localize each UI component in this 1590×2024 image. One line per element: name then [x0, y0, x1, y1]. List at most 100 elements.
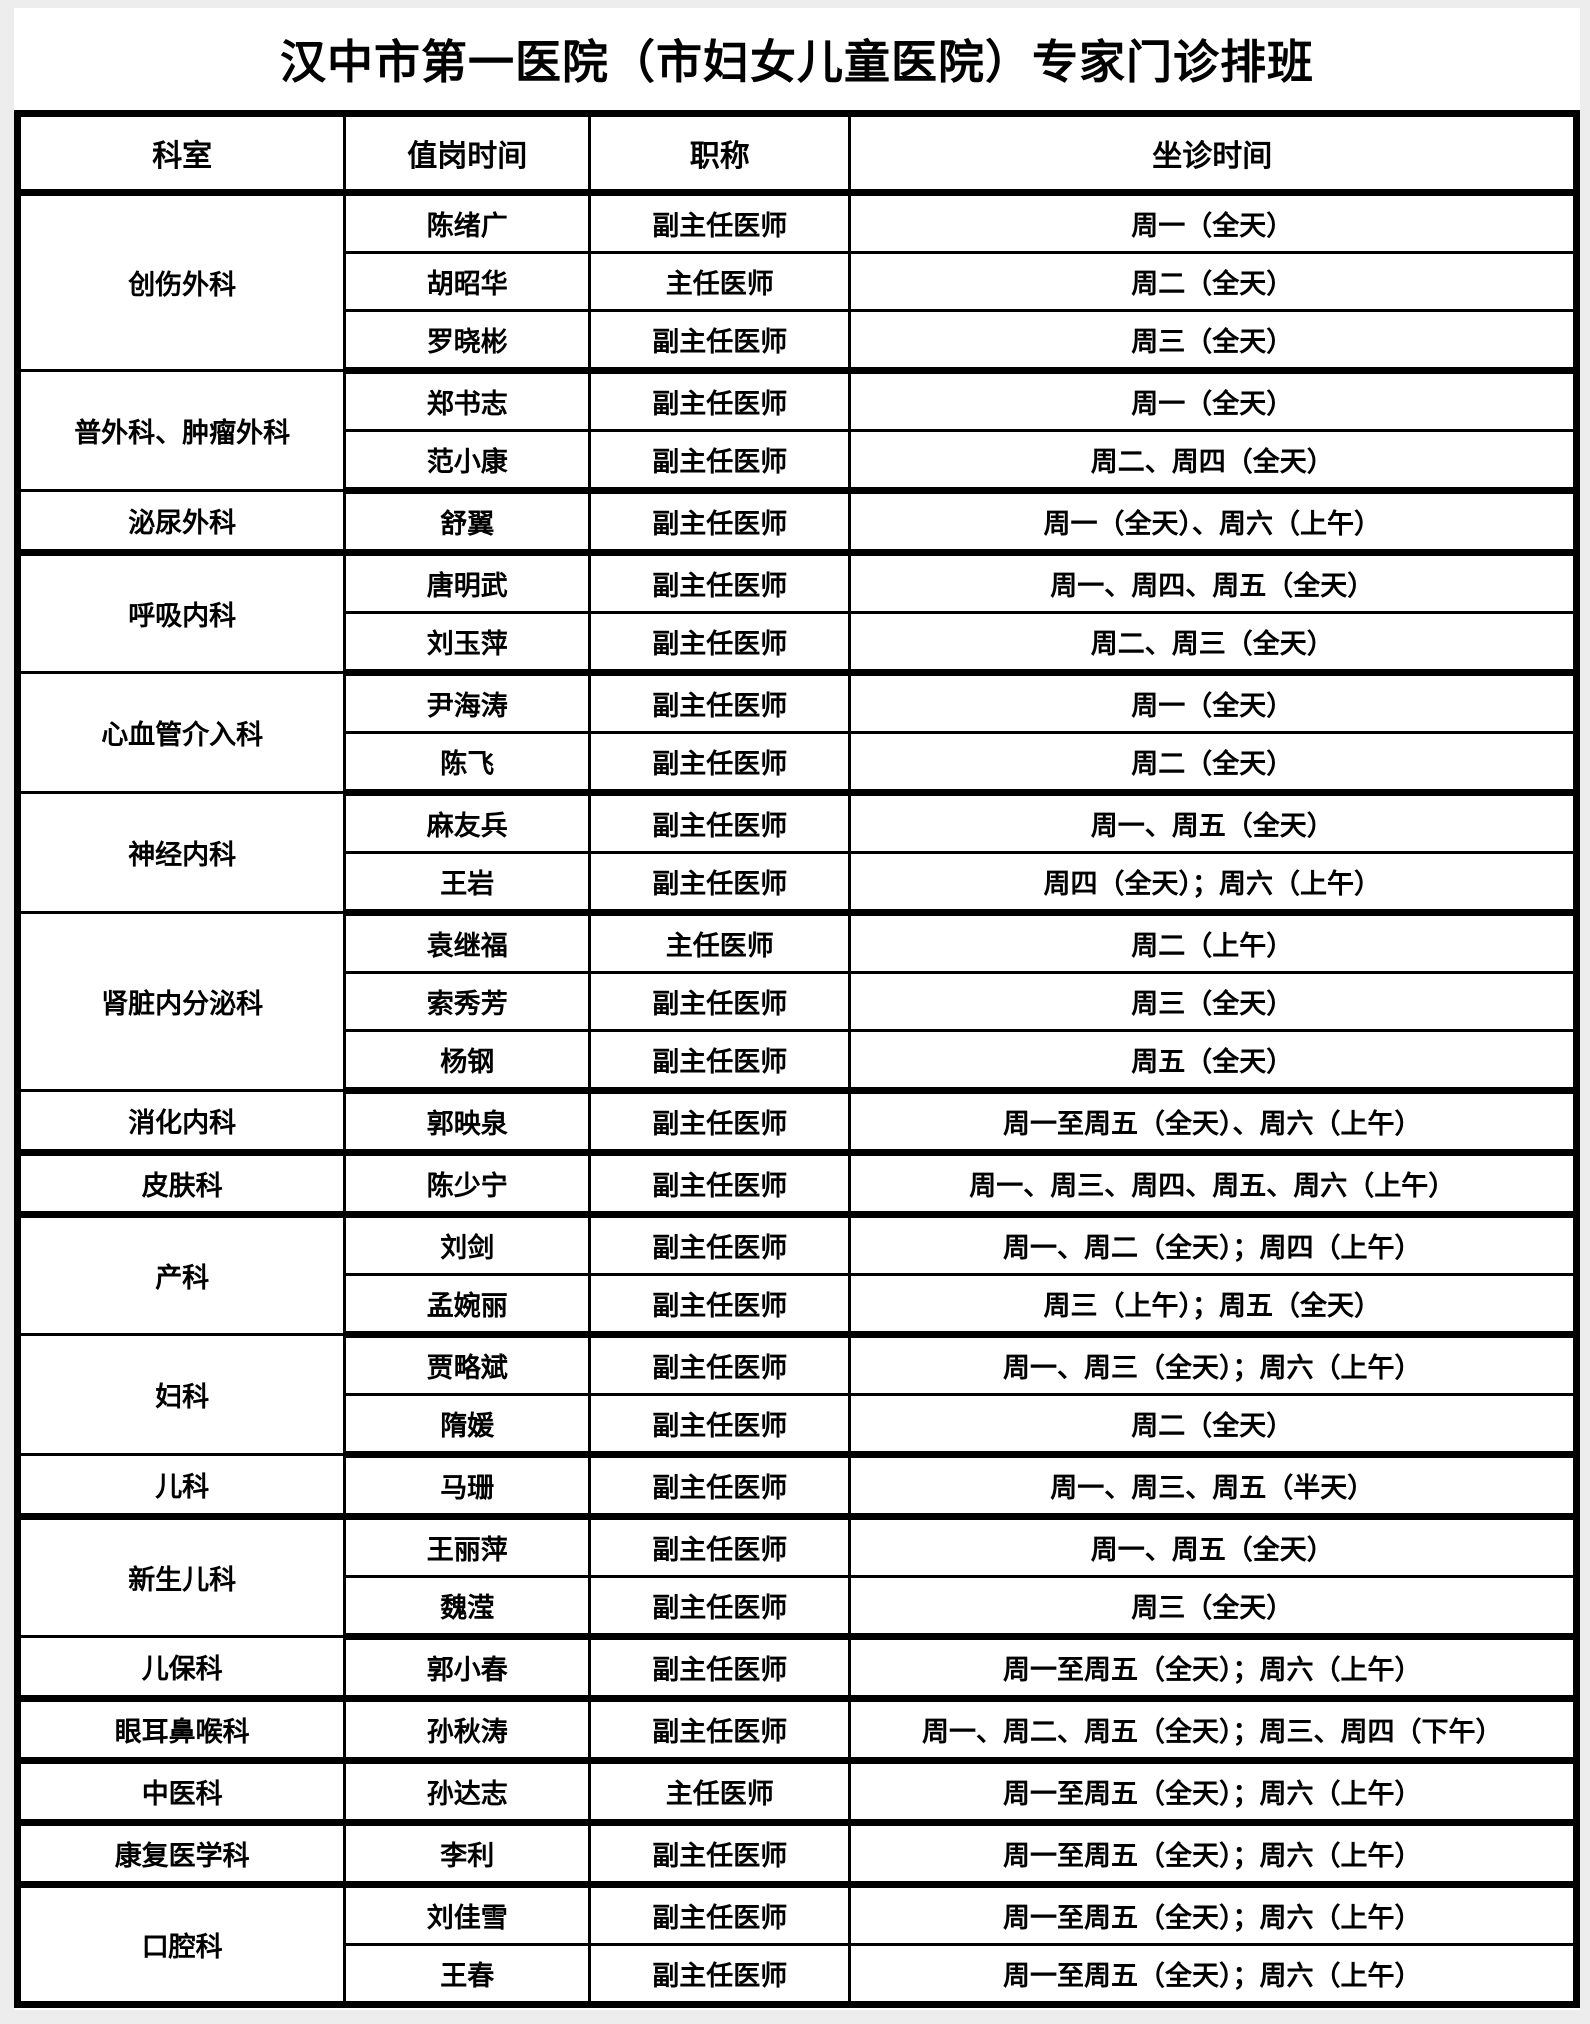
doctor-title-cell: 副主任医师: [588, 791, 852, 854]
table-row: 神经内科 麻友兵 副主任医师 周一、周五（全天）: [15, 791, 1578, 914]
doctor-name-cell: 索秀芳: [343, 971, 592, 1032]
schedule-cell: 周一（全天）: [848, 671, 1578, 734]
department-cell: 儿科: [15, 1453, 347, 1520]
doctor-name-cell: 王春: [343, 1943, 592, 2008]
table-row: 泌尿外科 舒翼 副主任医师 周一（全天）、周六（上午）: [15, 489, 1578, 556]
schedule-cell: 周一、周五（全天）: [848, 1515, 1578, 1578]
schedule-cell: 周三（全天）: [848, 309, 1578, 374]
table-row: 新生儿科 王丽萍 副主任医师 周一、周五（全天）: [15, 1515, 1578, 1638]
doctor-name-cell: 魏滢: [343, 1575, 592, 1640]
department-cell: 创伤外科: [15, 191, 347, 372]
header-row: 科室 值岗时间 职称 坐诊时间: [15, 112, 1578, 196]
table-row: 康复医学科 李利 副主任医师 周一至周五（全天）；周六（上午）: [15, 1821, 1578, 1888]
table-row: 妇科 贾略斌 副主任医师 周一、周三（全天）；周六（上午）: [15, 1333, 1578, 1456]
table-row: 孟婉丽 副主任医师 周三（上午）；周五（全天）: [18, 1273, 1578, 1338]
table-row: 刘玉萍 副主任医师 周二、周三（全天）: [18, 611, 1578, 676]
doctor-title-cell: 副主任医师: [588, 369, 852, 432]
doctor-name-cell: 王岩: [343, 851, 592, 916]
doctor-name-cell: 范小康: [343, 429, 592, 494]
schedule-cell: 周二（全天）: [848, 251, 1578, 312]
doctor-name-cell: 孙达志: [343, 1759, 592, 1826]
doctor-title-cell: 主任医师: [588, 1759, 852, 1826]
table-row: 中医科 孙达志 主任医师 周一至周五（全天）；周六（上午）: [15, 1759, 1578, 1826]
doctor-name-cell: 麻友兵: [343, 791, 592, 854]
doctor-title-cell: 副主任医师: [588, 1635, 852, 1702]
doctor-name-cell: 袁继福: [343, 911, 592, 974]
department-cell: 心血管介入科: [15, 671, 347, 794]
doctor-title-cell: 副主任医师: [588, 1453, 852, 1520]
table-header: 科室 值岗时间 职称 坐诊时间: [15, 112, 1578, 196]
doctor-name-cell: 杨钢: [343, 1029, 592, 1094]
table-row: 杨钢 副主任医师 周五（全天）: [18, 1029, 1578, 1094]
doctor-name-cell: 孟婉丽: [343, 1273, 592, 1338]
schedule-cell: 周三（上午）；周五（全天）: [848, 1273, 1578, 1338]
column-header-doctor: 值岗时间: [343, 112, 592, 196]
table-row: 范小康 副主任医师 周二、周四（全天）: [18, 429, 1578, 494]
doctor-name-cell: 陈少宁: [343, 1151, 592, 1218]
schedule-cell: 周一至周五（全天）；周六（上午）: [848, 1821, 1578, 1888]
schedule-cell: 周一至周五（全天）、周六（上午）: [848, 1089, 1578, 1156]
department-cell: 眼耳鼻喉科: [15, 1697, 347, 1764]
department-cell: 产科: [15, 1213, 347, 1336]
department-cell: 呼吸内科: [15, 551, 347, 674]
table-row: 肾脏内分泌科 袁继福 主任医师 周二（上午）: [15, 911, 1578, 1092]
schedule-cell: 周二、周三（全天）: [848, 611, 1578, 676]
schedule-cell: 周一至周五（全天）；周六（上午）: [848, 1759, 1578, 1826]
schedule-cell: 周三（全天）: [848, 1575, 1578, 1640]
doctor-name-cell: 胡昭华: [343, 251, 592, 312]
schedule-cell: 周二（全天）: [848, 731, 1578, 796]
table-row: 皮肤科 陈少宁 副主任医师 周一、周三、周四、周五、周六（上午）: [15, 1151, 1578, 1218]
table-row: 创伤外科 陈绪广 副主任医师 周一（全天）: [15, 191, 1578, 372]
doctor-name-cell: 刘玉萍: [343, 611, 592, 676]
doctor-title-cell: 副主任医师: [588, 1393, 852, 1458]
table-row: 消化内科 郭映泉 副主任医师 周一至周五（全天）、周六（上午）: [15, 1089, 1578, 1156]
doctor-name-cell: 尹海涛: [343, 671, 592, 734]
table-row: 王春 副主任医师 周一至周五（全天）；周六（上午）: [18, 1943, 1578, 2008]
schedule-cell: 周一、周二（全天）；周四（上午）: [848, 1213, 1578, 1276]
department-cell: 新生儿科: [15, 1515, 347, 1638]
table-row: 口腔科 刘佳雪 副主任医师 周一至周五（全天）；周六（上午）: [15, 1883, 1578, 2006]
table-row: 胡昭华 主任医师 周二（全天）: [18, 251, 1578, 312]
doctor-title-cell: 副主任医师: [588, 1697, 852, 1764]
doctor-title-cell: 副主任医师: [588, 1151, 852, 1218]
schedule-cell: 周四（全天）；周六（上午）: [848, 851, 1578, 916]
schedule-cell: 周一至周五（全天）；周六（上午）: [848, 1635, 1578, 1702]
department-cell: 泌尿外科: [15, 489, 347, 556]
doctor-title-cell: 副主任医师: [588, 1029, 852, 1094]
table-row: 儿科 马珊 副主任医师 周一、周三、周五（半天）: [15, 1453, 1578, 1520]
column-header-department: 科室: [15, 112, 347, 196]
schedule-cell: 周二（上午）: [848, 911, 1578, 974]
table-row: 隋媛 副主任医师 周二（全天）: [18, 1393, 1578, 1458]
doctor-title-cell: 副主任医师: [588, 1575, 852, 1640]
doctor-title-cell: 主任医师: [588, 251, 852, 312]
department-cell: 妇科: [15, 1333, 347, 1456]
table-row: 索秀芳 副主任医师 周三（全天）: [18, 971, 1578, 1032]
doctor-title-cell: 副主任医师: [588, 731, 852, 796]
schedule-cell: 周二、周四（全天）: [848, 429, 1578, 494]
department-cell: 消化内科: [15, 1089, 347, 1156]
table-body: 创伤外科 陈绪广 副主任医师 周一（全天） 胡昭华 主任医师 周二（全天） 罗晓彬 副主任医师周…: [15, 191, 1578, 2008]
document-sheet: 汉中市第一医院（市妇女儿童医院）专家门诊排班 科室 值岗时间 职称 坐诊时间 创…: [14, 8, 1580, 2010]
doctor-title-cell: 主任医师: [588, 911, 852, 974]
schedule-cell: 周一、周二、周五（全天）；周三、周四（下午）: [848, 1697, 1578, 1764]
doctor-name-cell: 王丽萍: [343, 1515, 592, 1578]
table-row: 眼耳鼻喉科 孙秋涛 副主任医师 周一、周二、周五（全天）；周三、周四（下午）: [15, 1697, 1578, 1764]
schedule-cell: 周一、周五（全天）: [848, 791, 1578, 854]
doctor-title-cell: 副主任医师: [588, 971, 852, 1032]
schedule-cell: 周一至周五（全天）；周六（上午）: [848, 1883, 1578, 1946]
doctor-title-cell: 副主任医师: [588, 191, 852, 254]
page-title: 汉中市第一医院（市妇女儿童医院）专家门诊排班: [280, 37, 1314, 88]
doctor-title-cell: 副主任医师: [588, 671, 852, 734]
department-cell: 普外科、肿瘤外科: [15, 369, 347, 492]
schedule-cell: 周一、周三、周五（半天）: [848, 1453, 1578, 1520]
doctor-name-cell: 郭小春: [343, 1635, 592, 1702]
table-row: 罗晓彬 副主任医师 周三（全天）: [18, 309, 1578, 374]
doctor-title-cell: 副主任医师: [588, 1821, 852, 1888]
schedule-cell: 周二（全天）: [848, 1393, 1578, 1458]
doctor-title-cell: 副主任医师: [588, 611, 852, 676]
doctor-title-cell: 副主任医师: [588, 1089, 852, 1156]
doctor-name-cell: 刘剑: [343, 1213, 592, 1276]
doctor-name-cell: 唐明武: [343, 551, 592, 614]
department-cell: 神经内科: [15, 791, 347, 914]
expert-schedule-table: 科室 值岗时间 职称 坐诊时间 创伤外科 陈绪广 副主任医师 周一（全天） 胡昭华 主任医…: [14, 110, 1580, 2008]
